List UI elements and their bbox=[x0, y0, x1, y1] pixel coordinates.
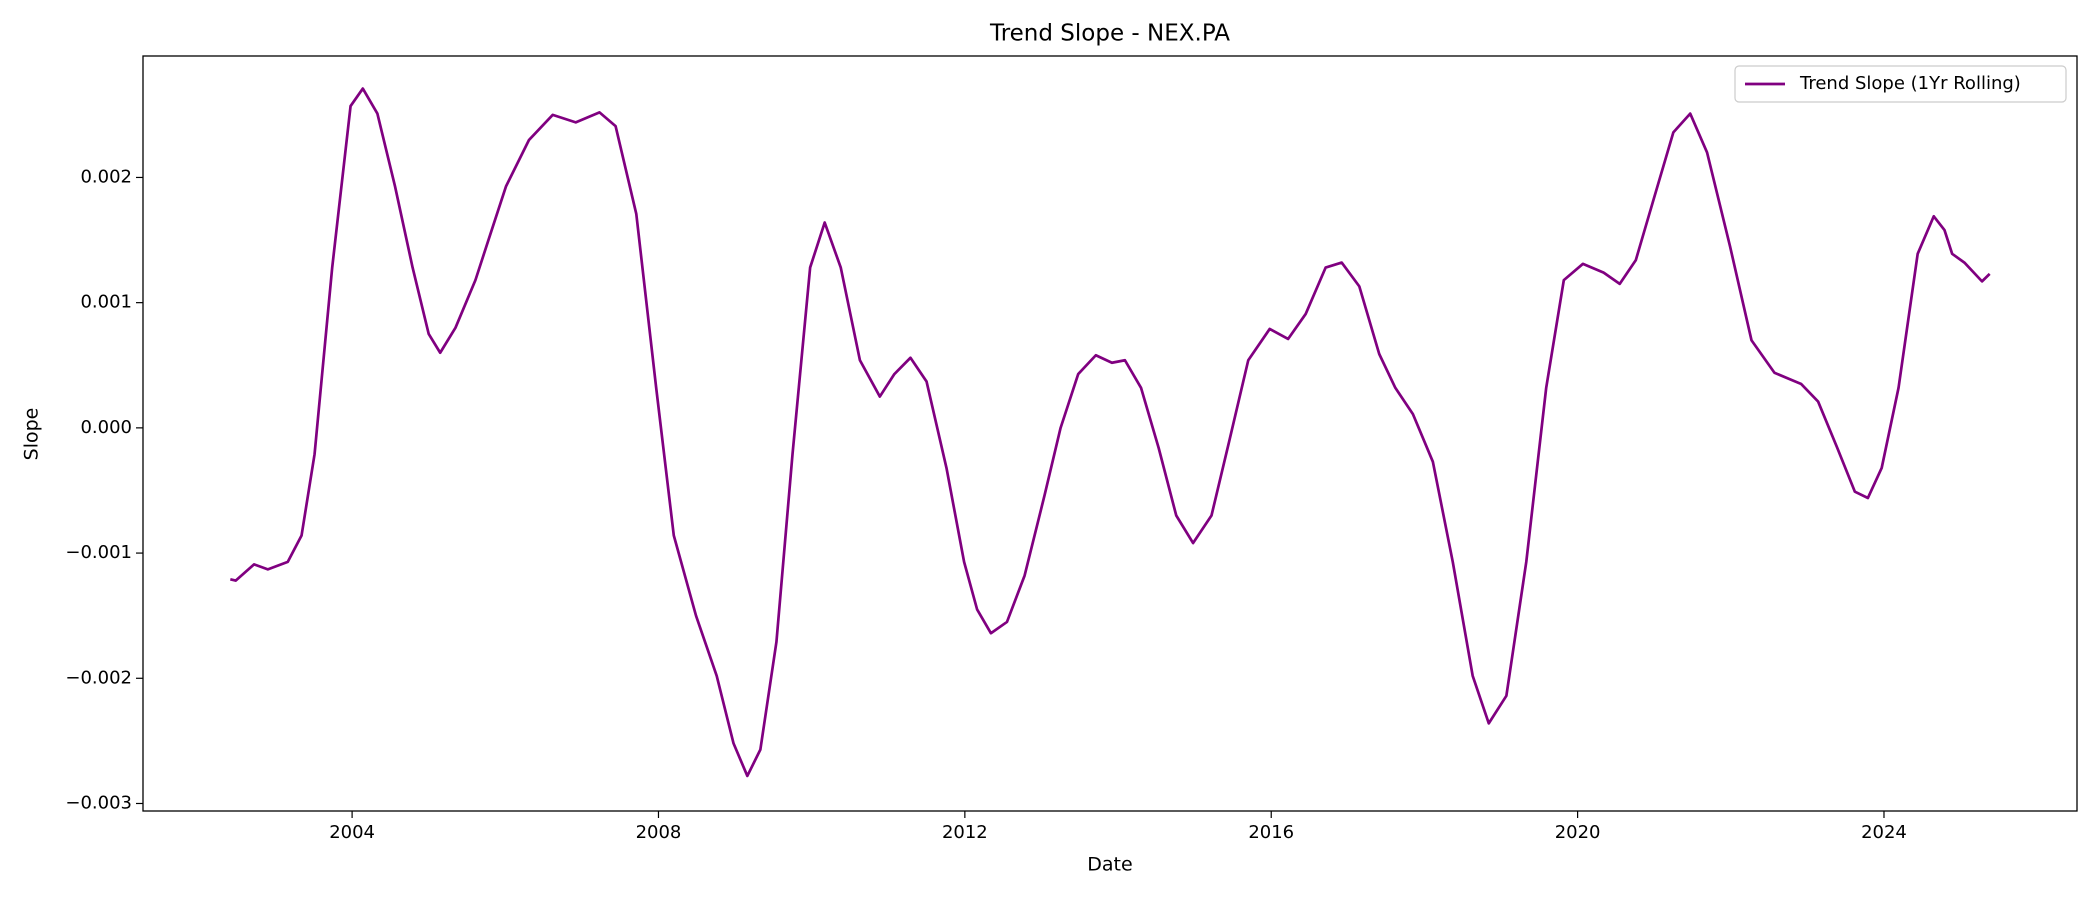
x-tick-label: 2004 bbox=[329, 822, 375, 843]
axes-frame bbox=[142, 55, 2078, 812]
chart-title: Trend Slope - NEX.PA bbox=[989, 21, 1230, 47]
y-tick-label: −0.003 bbox=[65, 792, 132, 813]
y-tick-label: 0.002 bbox=[80, 166, 132, 187]
y-tick-label: 0.000 bbox=[80, 417, 132, 438]
x-tick-label: 2012 bbox=[942, 822, 988, 843]
x-tick-label: 2016 bbox=[1248, 822, 1294, 843]
y-tick-label: 0.001 bbox=[80, 292, 132, 313]
x-tick-label: 2008 bbox=[636, 822, 682, 843]
legend-label: Trend Slope (1Yr Rolling) bbox=[1799, 73, 2021, 94]
data-line bbox=[230, 87, 1991, 778]
x-tick-label: 2024 bbox=[1861, 822, 1907, 843]
x-tick-label: 2020 bbox=[1555, 822, 1601, 843]
x-axis-label: Date bbox=[1087, 854, 1132, 876]
y-axis-label: Slope bbox=[21, 408, 43, 461]
legend-box bbox=[1734, 65, 2067, 103]
y-tick-label: −0.001 bbox=[65, 542, 132, 563]
y-tick-label: −0.002 bbox=[65, 667, 132, 688]
